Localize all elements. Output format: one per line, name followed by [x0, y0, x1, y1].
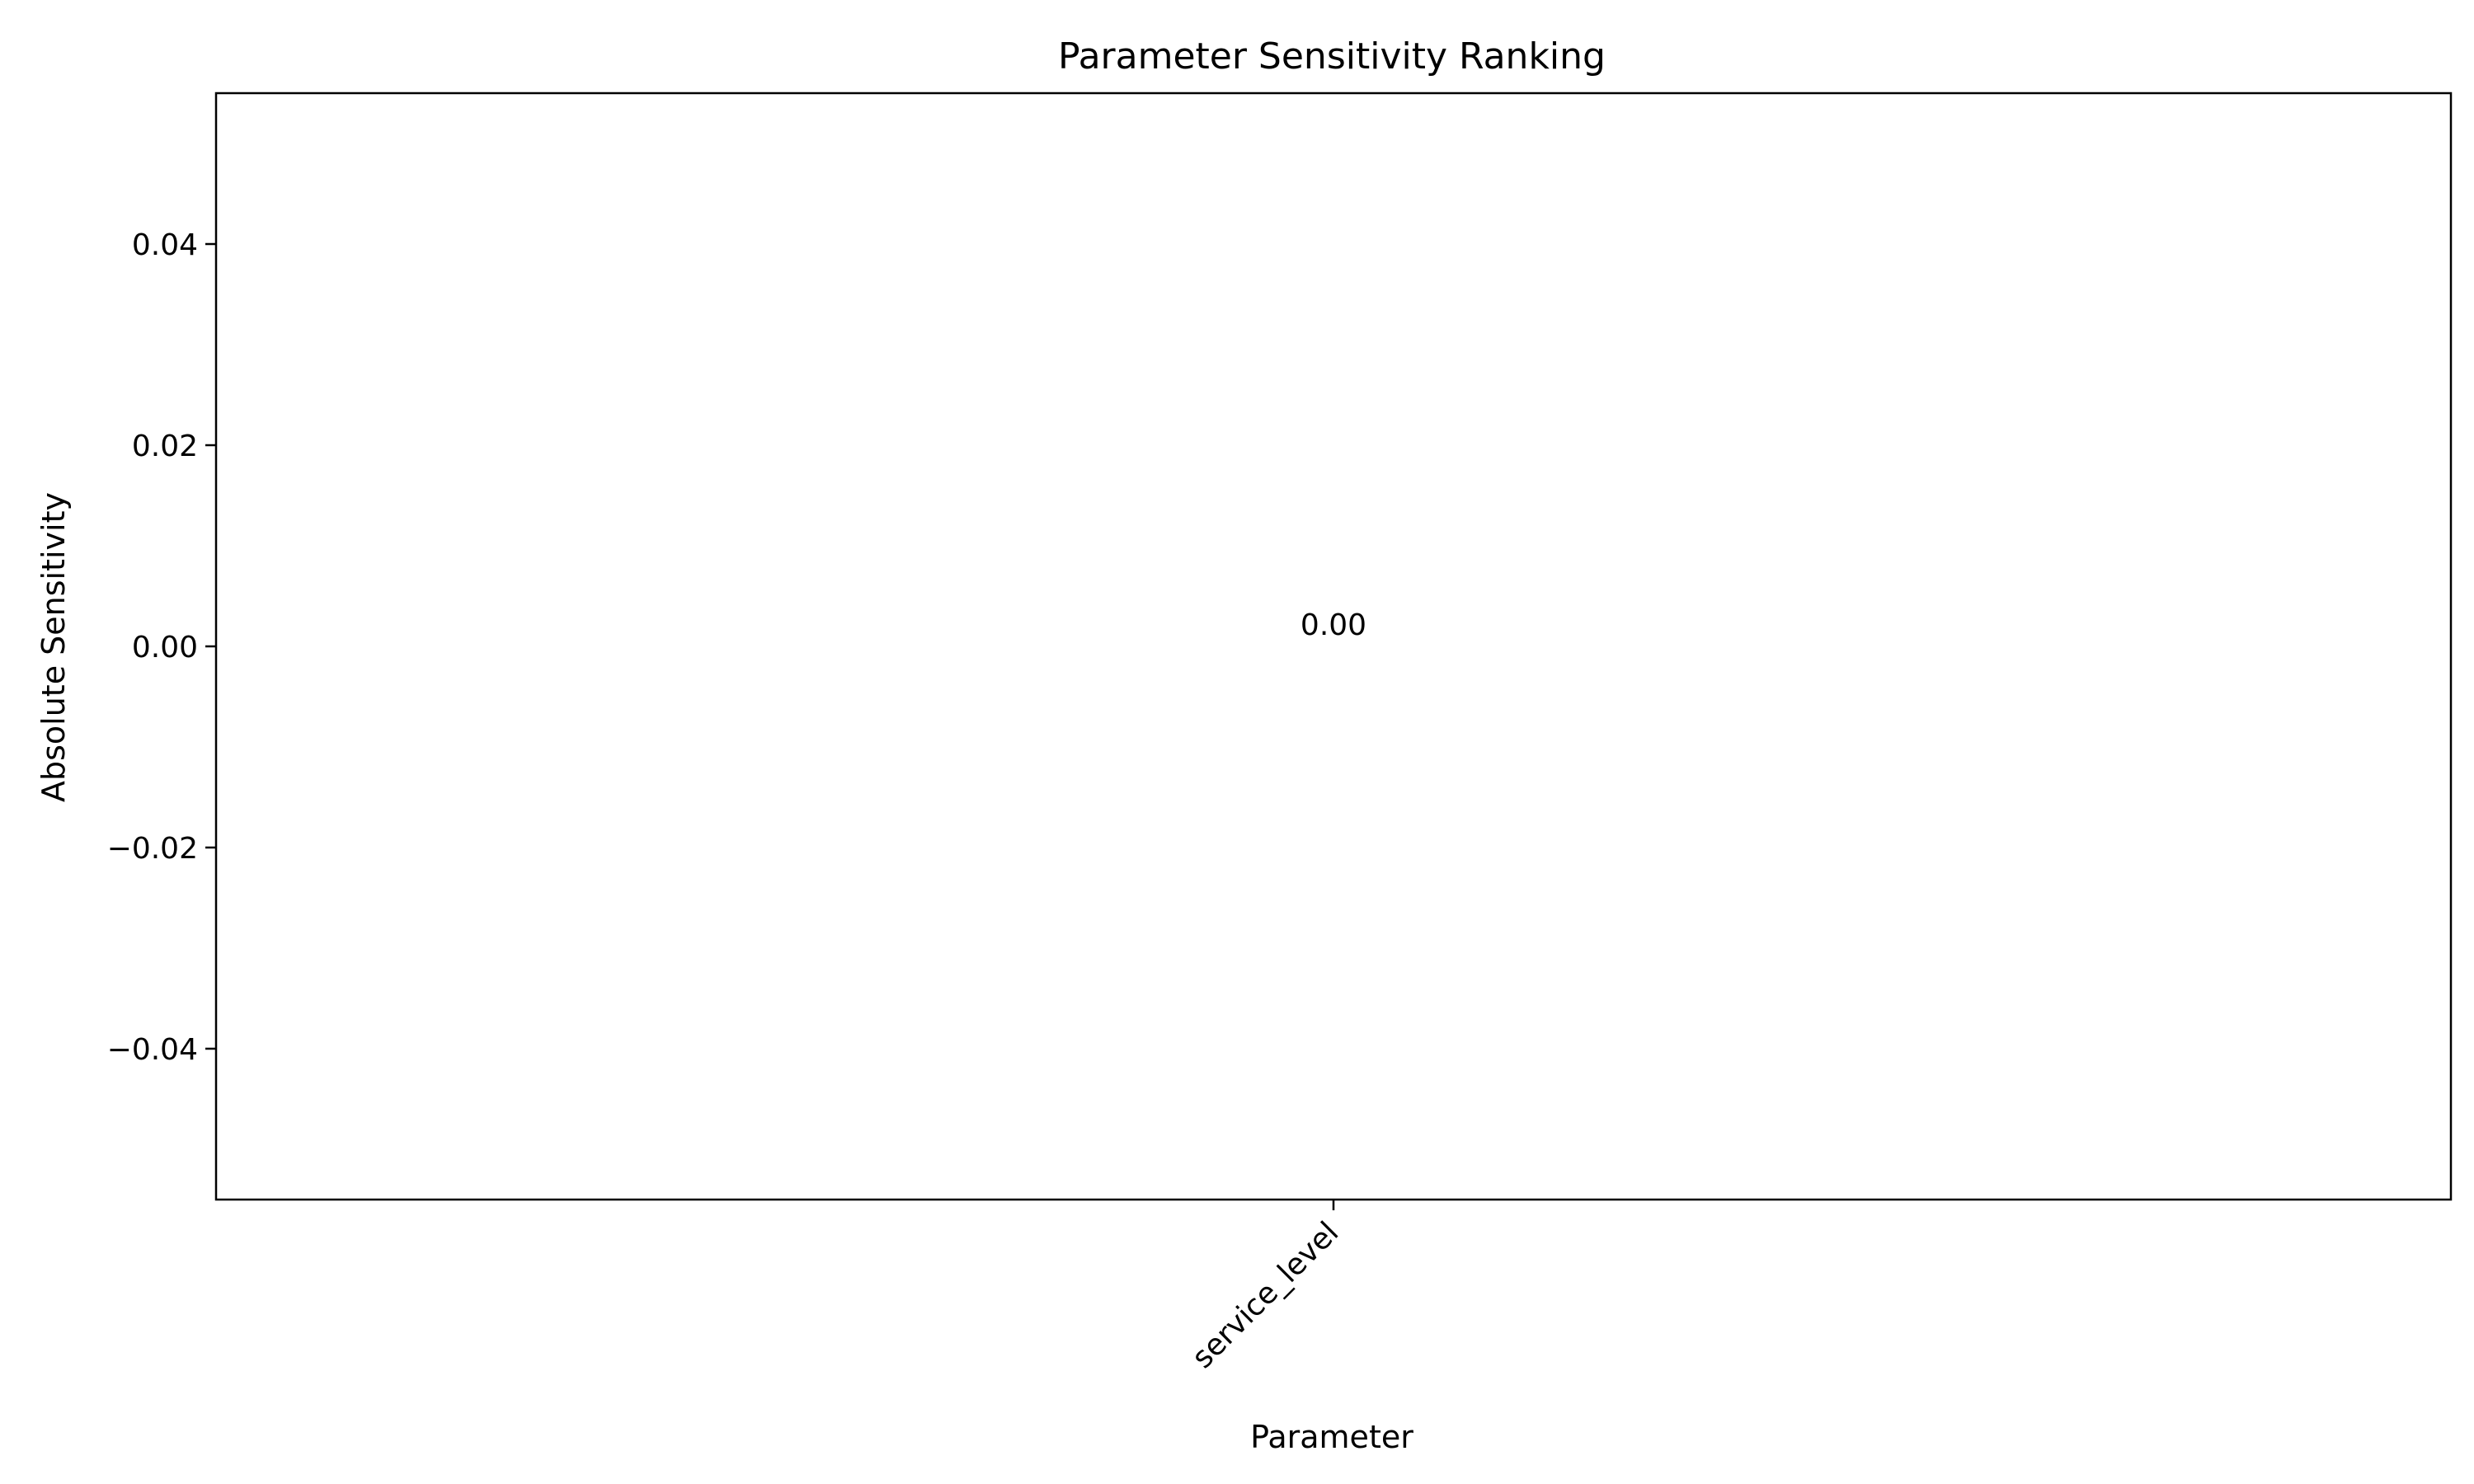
y-tick-label: 0.00 [132, 631, 198, 665]
y-axis-label: Absolute Sensitivity [35, 492, 72, 802]
bar-value-label: 0.00 [1300, 608, 1366, 642]
chart-title: Parameter Sensitivity Ranking [1058, 35, 1606, 77]
y-axis-ticks: −0.04 −0.02 0.00 0.02 0.04 [107, 228, 216, 1067]
y-tick-label: −0.02 [107, 832, 198, 866]
bar-value-labels: 0.00 [1300, 608, 1366, 642]
y-tick-label: −0.04 [107, 1033, 198, 1067]
y-tick-label: 0.04 [132, 228, 198, 262]
y-tick-label: 0.02 [132, 430, 198, 463]
x-axis-label: Parameter [1250, 1419, 1413, 1455]
